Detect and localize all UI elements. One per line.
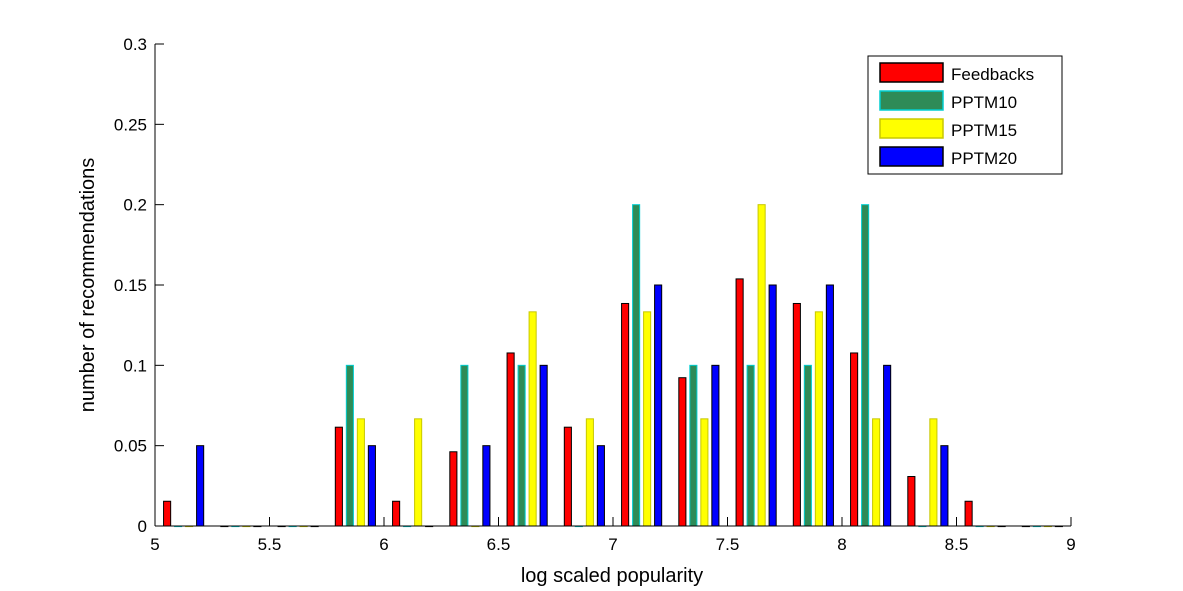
legend: Feedbacks PPTM10 PPTM15 PPTM20 xyxy=(867,55,1063,175)
bar-feedbacks-8 xyxy=(621,302,630,527)
bar-pptm10-11 xyxy=(803,364,812,527)
y-tick-label: 0.15 xyxy=(114,276,147,295)
y-tick-label: 0.2 xyxy=(123,196,147,215)
bar-pptm15-6 xyxy=(528,311,537,527)
bar-pptm15-12 xyxy=(872,418,881,527)
bar-pptm20-6 xyxy=(539,364,548,527)
bar-pptm20-12 xyxy=(883,364,892,527)
legend-label-pptm15: PPTM15 xyxy=(951,121,1017,140)
legend-swatch-pptm15 xyxy=(879,118,944,139)
bar-pptm20-5 xyxy=(482,445,491,527)
y-tick-label: 0.3 xyxy=(123,35,147,54)
bar-pptm20-10 xyxy=(768,284,777,527)
legend-label-pptm20: PPTM20 xyxy=(951,149,1017,168)
x-tick-label: 5.5 xyxy=(258,535,282,554)
bar-feedbacks-11 xyxy=(792,302,801,527)
legend-label-pptm10: PPTM10 xyxy=(951,93,1017,112)
bar-pptm20-8 xyxy=(654,284,663,527)
bar-pptm20-9 xyxy=(711,364,720,527)
bar-pptm10-8 xyxy=(632,204,641,527)
bar-pptm15-8 xyxy=(643,311,652,527)
legend-swatch-feedbacks xyxy=(879,62,944,83)
x-tick-label: 5 xyxy=(150,535,159,554)
y-tick-label: 0.05 xyxy=(114,437,147,456)
bar-pptm10-10 xyxy=(746,364,755,527)
bar-feedbacks-12 xyxy=(850,352,859,527)
bar-pptm15-13 xyxy=(929,418,938,527)
axes-group: 5 5.5 6 6.5 7 7.5 8 8.5 9 0 0.05 0.1 0.15 0.2 0.25 0.3 xyxy=(114,35,1076,554)
bar-feedbacks-4 xyxy=(392,500,401,527)
x-tick-label: 8 xyxy=(837,535,846,554)
bar-pptm20-3 xyxy=(367,445,376,527)
y-tick-label: 0 xyxy=(138,517,147,536)
bar-feedbacks-6 xyxy=(506,352,515,527)
x-axis-label: log scaled popularity xyxy=(521,565,703,587)
x-tick-label: 9 xyxy=(1066,535,1075,554)
bar-pptm15-7 xyxy=(585,418,594,527)
legend-swatch-pptm20 xyxy=(879,146,944,167)
bar-pptm20-11 xyxy=(825,284,834,527)
x-tick-label: 7 xyxy=(608,535,617,554)
y-axis-label: number of recommendations xyxy=(77,158,99,413)
bar-feedbacks-3 xyxy=(334,426,343,527)
bar-pptm10-9 xyxy=(689,364,698,527)
x-tick-label: 7.5 xyxy=(716,535,740,554)
bar-pptm15-4 xyxy=(414,418,423,527)
bar-pptm15-3 xyxy=(356,418,365,527)
bar-pptm10-5 xyxy=(460,364,469,527)
bar-feedbacks-0 xyxy=(163,500,172,527)
y-tick-label: 0.1 xyxy=(123,356,147,375)
x-tick-label: 8.5 xyxy=(945,535,969,554)
legend-swatch-pptm10 xyxy=(879,90,944,111)
bar-pptm20-7 xyxy=(596,445,605,527)
bar-pptm20-13 xyxy=(940,445,949,527)
bar-feedbacks-7 xyxy=(563,426,572,527)
bar-pptm10-12 xyxy=(861,204,870,527)
bar-pptm15-11 xyxy=(814,311,823,527)
bar-pptm15-10 xyxy=(757,204,766,527)
legend-label-feedbacks: Feedbacks xyxy=(951,65,1034,84)
y-tick-label: 0.25 xyxy=(114,115,147,134)
bar-pptm10-3 xyxy=(345,364,354,527)
bar-feedbacks-13 xyxy=(907,476,916,527)
bar-pptm10-6 xyxy=(517,364,526,527)
bar-pptm15-9 xyxy=(700,418,709,527)
bar-feedbacks-14 xyxy=(964,500,973,527)
bar-pptm20-0 xyxy=(196,445,205,527)
x-tick-label: 6 xyxy=(379,535,388,554)
bars-group xyxy=(163,204,1063,528)
bar-feedbacks-5 xyxy=(449,451,458,527)
bar-feedbacks-9 xyxy=(678,377,687,527)
x-tick-label: 6.5 xyxy=(487,535,511,554)
bar-feedbacks-10 xyxy=(735,278,744,527)
